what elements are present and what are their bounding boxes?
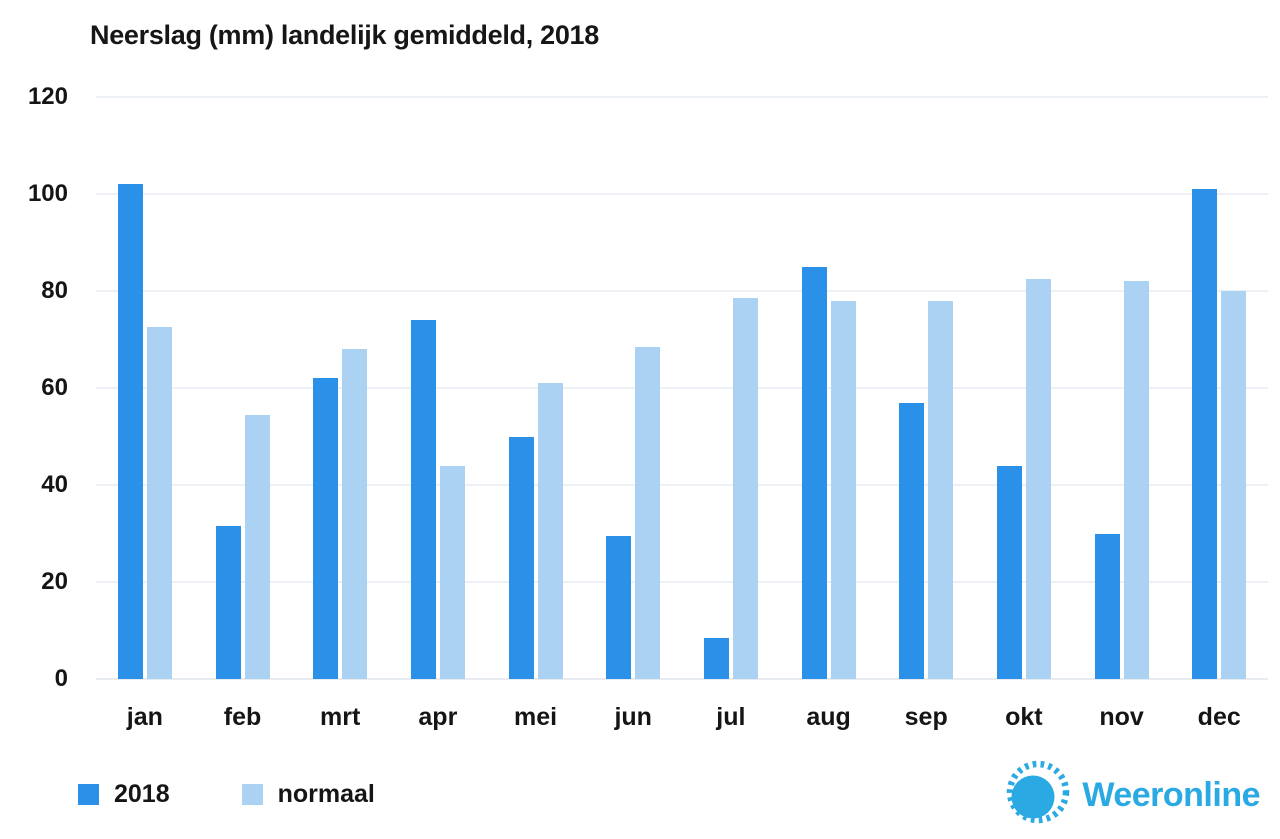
legend-swatch-2018 [78,784,99,805]
bar-group-apr [389,97,487,679]
x-axis-label-jun: jun [614,703,652,731]
y-tick-label-100: 100 [27,180,68,207]
bar-group-jul [682,97,780,679]
bar-group-okt [975,97,1073,679]
legend-item-normaal: normaal [241,780,375,809]
gridline-60 [96,387,1268,389]
bar-group-sep [877,97,975,679]
bar-2018-jul [703,637,729,679]
bar-normaal-nov [1123,281,1149,679]
x-axis: jan feb mrt apr mei jun jul aug sep okt nov dec [96,703,1268,732]
x-axis-label-jan: jan [126,703,163,731]
bar-group-jan [96,97,194,679]
bar-groups [96,97,1268,679]
bar-2018-feb [215,526,241,679]
bar-2018-mrt [313,378,339,679]
gridline-0 [96,678,1268,680]
legend-swatch-normaal [241,784,263,805]
x-axis-label-apr: apr [418,703,458,731]
x-axis-label-mrt: mrt [320,703,361,731]
bar-normaal-aug [830,300,856,679]
plot-area [96,96,1268,680]
bar-normaal-mrt [342,349,368,679]
x-axis-label-mei: mei [513,703,558,731]
bar-2018-sep [899,402,925,679]
sun-icon [1007,760,1070,824]
bar-group-nov [1073,97,1171,679]
bar-normaal-mei [537,383,563,679]
y-tick-label-80: 80 [41,277,68,304]
x-axis-label-jul: jul [716,703,746,731]
bar-2018-nov [1094,533,1120,679]
bar-normaal-okt [1025,278,1051,679]
gridline-100 [96,193,1268,195]
bar-2018-jan [117,184,143,679]
legend-item-2018: 2018 [78,780,170,809]
y-tick-label-0: 0 [54,665,68,692]
brand-name: Weeronline [1082,775,1260,814]
x-axis-label-nov: nov [1099,703,1144,731]
bar-2018-okt [996,465,1022,679]
gridline-20 [96,581,1268,584]
bar-2018-dec [1192,189,1218,679]
bar-normaal-dec [1221,291,1247,679]
bar-2018-jun [606,535,632,679]
bar-group-aug [780,97,878,679]
bar-normaal-apr [439,465,465,679]
legend-label-2018: 2018 [114,780,170,808]
x-axis-label-okt: okt [1005,703,1043,731]
bar-group-feb [194,97,292,679]
legend-label-normaal: normaal [277,780,375,808]
bar-group-jun [584,97,682,679]
chart-title: Neerslag (mm) landelijk gemiddeld, 2018 [90,20,599,50]
y-tick-label-60: 60 [41,374,68,401]
y-tick-label-20: 20 [41,568,68,595]
y-axis: 0 20 40 60 80 100 120 [0,85,68,691]
x-axis-label-feb: feb [223,703,262,731]
bar-group-mei [487,97,585,679]
bar-2018-aug [801,266,827,679]
bar-normaal-jun [635,346,661,679]
bar-2018-apr [410,320,436,679]
gridline-120 [96,96,1268,98]
bar-group-mrt [291,97,389,679]
gridline-80 [96,290,1268,293]
legend: 2018 normaal [78,780,375,809]
y-tick-label-40: 40 [41,471,68,498]
weeronline-logo: Weeronline [1000,756,1260,834]
x-axis-label-aug: aug [806,703,851,731]
gridline-40 [96,484,1268,487]
bar-group-dec [1170,97,1268,679]
bar-normaal-jul [732,298,758,679]
bar-2018-mei [508,436,534,679]
bar-normaal-feb [244,414,270,679]
x-axis-label-dec: dec [1197,703,1241,731]
bar-normaal-jan [146,327,172,679]
bar-normaal-sep [928,300,954,679]
y-tick-label-120: 120 [27,83,68,110]
x-axis-label-sep: sep [904,703,948,731]
